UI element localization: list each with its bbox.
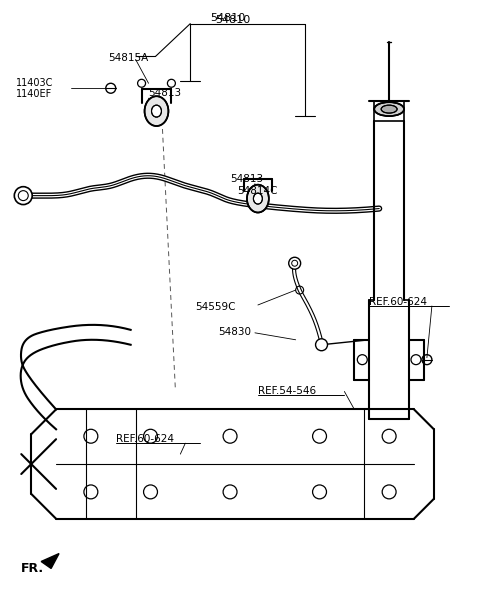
Ellipse shape	[152, 105, 161, 117]
Ellipse shape	[253, 193, 263, 204]
Text: 1140EF: 1140EF	[16, 89, 52, 99]
Text: FR.: FR.	[21, 562, 44, 575]
Polygon shape	[41, 553, 59, 568]
Circle shape	[288, 258, 300, 269]
Ellipse shape	[374, 102, 404, 116]
Text: 54813: 54813	[230, 174, 263, 184]
Text: 54815A: 54815A	[108, 53, 148, 64]
Text: 54830: 54830	[218, 327, 251, 337]
Text: REF.60-624: REF.60-624	[116, 435, 174, 444]
Text: 54810: 54810	[210, 13, 245, 22]
Text: 54814C: 54814C	[237, 185, 277, 196]
Text: REF.54-546: REF.54-546	[258, 387, 316, 396]
Text: 54810: 54810	[215, 15, 251, 25]
Text: REF.60-624: REF.60-624	[369, 297, 427, 307]
Circle shape	[14, 187, 32, 205]
Ellipse shape	[144, 96, 168, 126]
Text: 54813: 54813	[148, 88, 181, 98]
Text: 11403C: 11403C	[16, 78, 54, 88]
Ellipse shape	[247, 185, 269, 213]
Ellipse shape	[381, 105, 397, 113]
Circle shape	[315, 339, 327, 351]
Circle shape	[138, 79, 145, 87]
Circle shape	[168, 79, 175, 87]
Text: 54559C: 54559C	[195, 302, 236, 312]
